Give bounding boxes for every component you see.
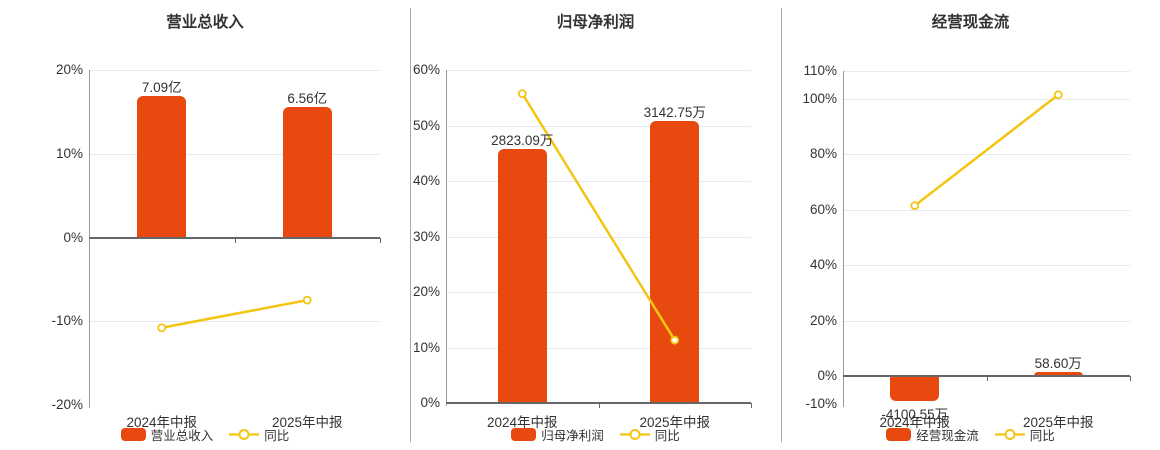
gridline: [89, 70, 380, 71]
gridline: [446, 236, 751, 238]
legend-line-label[interactable]: 同比: [264, 429, 290, 443]
y-tick-label: 0%: [420, 395, 440, 410]
chart-legend: 经营现金流 同比: [781, 425, 1160, 444]
legend-bar-label[interactable]: 经营现金流: [916, 429, 979, 443]
gridline: [89, 321, 380, 323]
bar-value-label: -4100.55万: [881, 407, 949, 423]
bar-net-profit[interactable]: [650, 121, 700, 403]
y-tick-label: 60%: [412, 62, 440, 77]
x-axis-tick: [380, 237, 381, 243]
x-axis-tick: [986, 376, 988, 382]
y-axis-line: [446, 70, 447, 406]
legend-line-label[interactable]: 同比: [654, 429, 680, 443]
legend-bar-swatch[interactable]: [511, 428, 537, 441]
yoy-trend-line: [517, 89, 680, 345]
bar-value-label: 3142.75万: [643, 105, 706, 121]
trend-line-path: [161, 298, 308, 330]
trend-line-marker[interactable]: [517, 89, 527, 98]
chart-title: 归母净利润: [556, 14, 635, 31]
legend-line-glyph[interactable]: [994, 428, 1025, 441]
gridline: [446, 292, 751, 293]
bar-revenue[interactable]: [137, 95, 187, 238]
legend-line-glyph[interactable]: [619, 428, 650, 441]
chart-plot-area: -10% 0% 20% 40% 60% 80% 100% 110% -4100.55万 2024年…: [781, 0, 1160, 450]
gridline: [843, 320, 1130, 322]
panel-separator: [410, 8, 411, 442]
y-tick-label: 20%: [412, 284, 440, 299]
x-category-label: 2024年中报: [486, 415, 558, 430]
x-category-label: 2024年中报: [879, 415, 951, 430]
trend-line-marker[interactable]: [157, 323, 167, 333]
x-category-label: 2025年中报: [1022, 415, 1094, 430]
x-axis-tick: [234, 237, 236, 243]
chart-panel-net-profit: 归母净利润 0% 10% 20% 30% 40% 50% 60% 2823.09万 2024年中…: [410, 0, 781, 450]
trend-line-marker[interactable]: [910, 201, 920, 210]
y-tick-label: -10%: [51, 313, 83, 329]
y-tick-label: 100%: [802, 90, 837, 106]
legend-line-glyph[interactable]: [229, 428, 260, 441]
legend-bar-swatch[interactable]: [886, 428, 912, 441]
y-tick-label: 10%: [55, 145, 83, 161]
y-tick-label: -20%: [51, 397, 83, 412]
gridline: [843, 265, 1130, 267]
trend-line-path: [913, 93, 1060, 207]
chart-legend: 归母净利润 同比: [410, 425, 781, 444]
trend-line-marker[interactable]: [1053, 90, 1063, 100]
y-tick-label: 0%: [817, 368, 837, 384]
y-tick-label: 40%: [809, 257, 837, 273]
gridline: [446, 70, 751, 71]
legend-line-label[interactable]: 同比: [1029, 429, 1055, 443]
y-tick-label: 110%: [803, 63, 837, 78]
chart-panel-cash-flow: 经营现金流 -10% 0% 20% 40% 60% 80% 100% 110% -4100.55…: [781, 0, 1160, 450]
gridline: [843, 98, 1130, 100]
x-category-label: 2025年中报: [639, 415, 711, 430]
panel-separator: [781, 8, 782, 442]
x-axis-tick: [1130, 376, 1131, 382]
gridline: [843, 154, 1130, 156]
y-tick-label: 0%: [63, 229, 83, 245]
bar-net-profit[interactable]: [497, 148, 547, 403]
yoy-trend-line: [910, 90, 1063, 210]
gridline: [89, 153, 380, 155]
x-category-label: 2025年中报: [271, 415, 343, 430]
bar-value-label: 2823.09万: [491, 132, 554, 148]
gridline: [446, 347, 751, 349]
y-tick-label: 30%: [412, 228, 440, 244]
y-tick-label: 50%: [412, 117, 440, 133]
bar-cash-flow[interactable]: [890, 376, 940, 402]
trend-line-marker[interactable]: [302, 295, 312, 305]
x-axis-tick: [751, 403, 752, 408]
bar-value-label: 6.56亿: [287, 90, 328, 106]
chart-legend: 营业总收入 同比: [0, 425, 410, 444]
chart-plot-area: -20% -10% 0% 10% 20% 7.09亿 2024年中报 6.56亿 2025年中报: [0, 0, 410, 450]
chart-title: 营业总收入: [166, 14, 244, 31]
gridline: [843, 71, 1130, 72]
y-tick-label: 60%: [809, 201, 837, 217]
y-tick-label: 20%: [809, 312, 837, 328]
y-tick-label: 20%: [55, 62, 83, 77]
gridline: [843, 209, 1130, 211]
y-tick-label: -10%: [805, 396, 837, 411]
x-category-label: 2024年中报: [126, 415, 198, 430]
y-axis-line: [843, 71, 844, 407]
legend-bar-label[interactable]: 营业总收入: [150, 429, 214, 443]
legend-bar-label[interactable]: 归母净利润: [541, 429, 604, 443]
bar-value-label: 7.09亿: [141, 79, 182, 95]
y-tick-label: 10%: [412, 339, 440, 355]
y-axis-line: [89, 70, 90, 408]
gridline: [446, 181, 751, 182]
bar-value-label: 58.60万: [1034, 356, 1082, 372]
chart-panel-revenue: 营业总收入 -20% -10% 0% 10% 20% 7.09亿 2024年中报 6.56亿 2…: [0, 0, 410, 450]
bar-revenue[interactable]: [282, 106, 332, 238]
legend-bar-swatch[interactable]: [120, 428, 146, 441]
chart-title: 经营现金流: [931, 14, 1010, 31]
chart-plot-area: 0% 10% 20% 30% 40% 50% 60% 2823.09万 2024年中报 3142.…: [410, 0, 781, 450]
y-tick-label: 80%: [809, 146, 837, 162]
y-tick-label: 40%: [412, 173, 440, 188]
gridline: [446, 125, 751, 127]
x-axis-tick: [598, 403, 600, 408]
bar-cash-flow[interactable]: [1033, 372, 1083, 377]
